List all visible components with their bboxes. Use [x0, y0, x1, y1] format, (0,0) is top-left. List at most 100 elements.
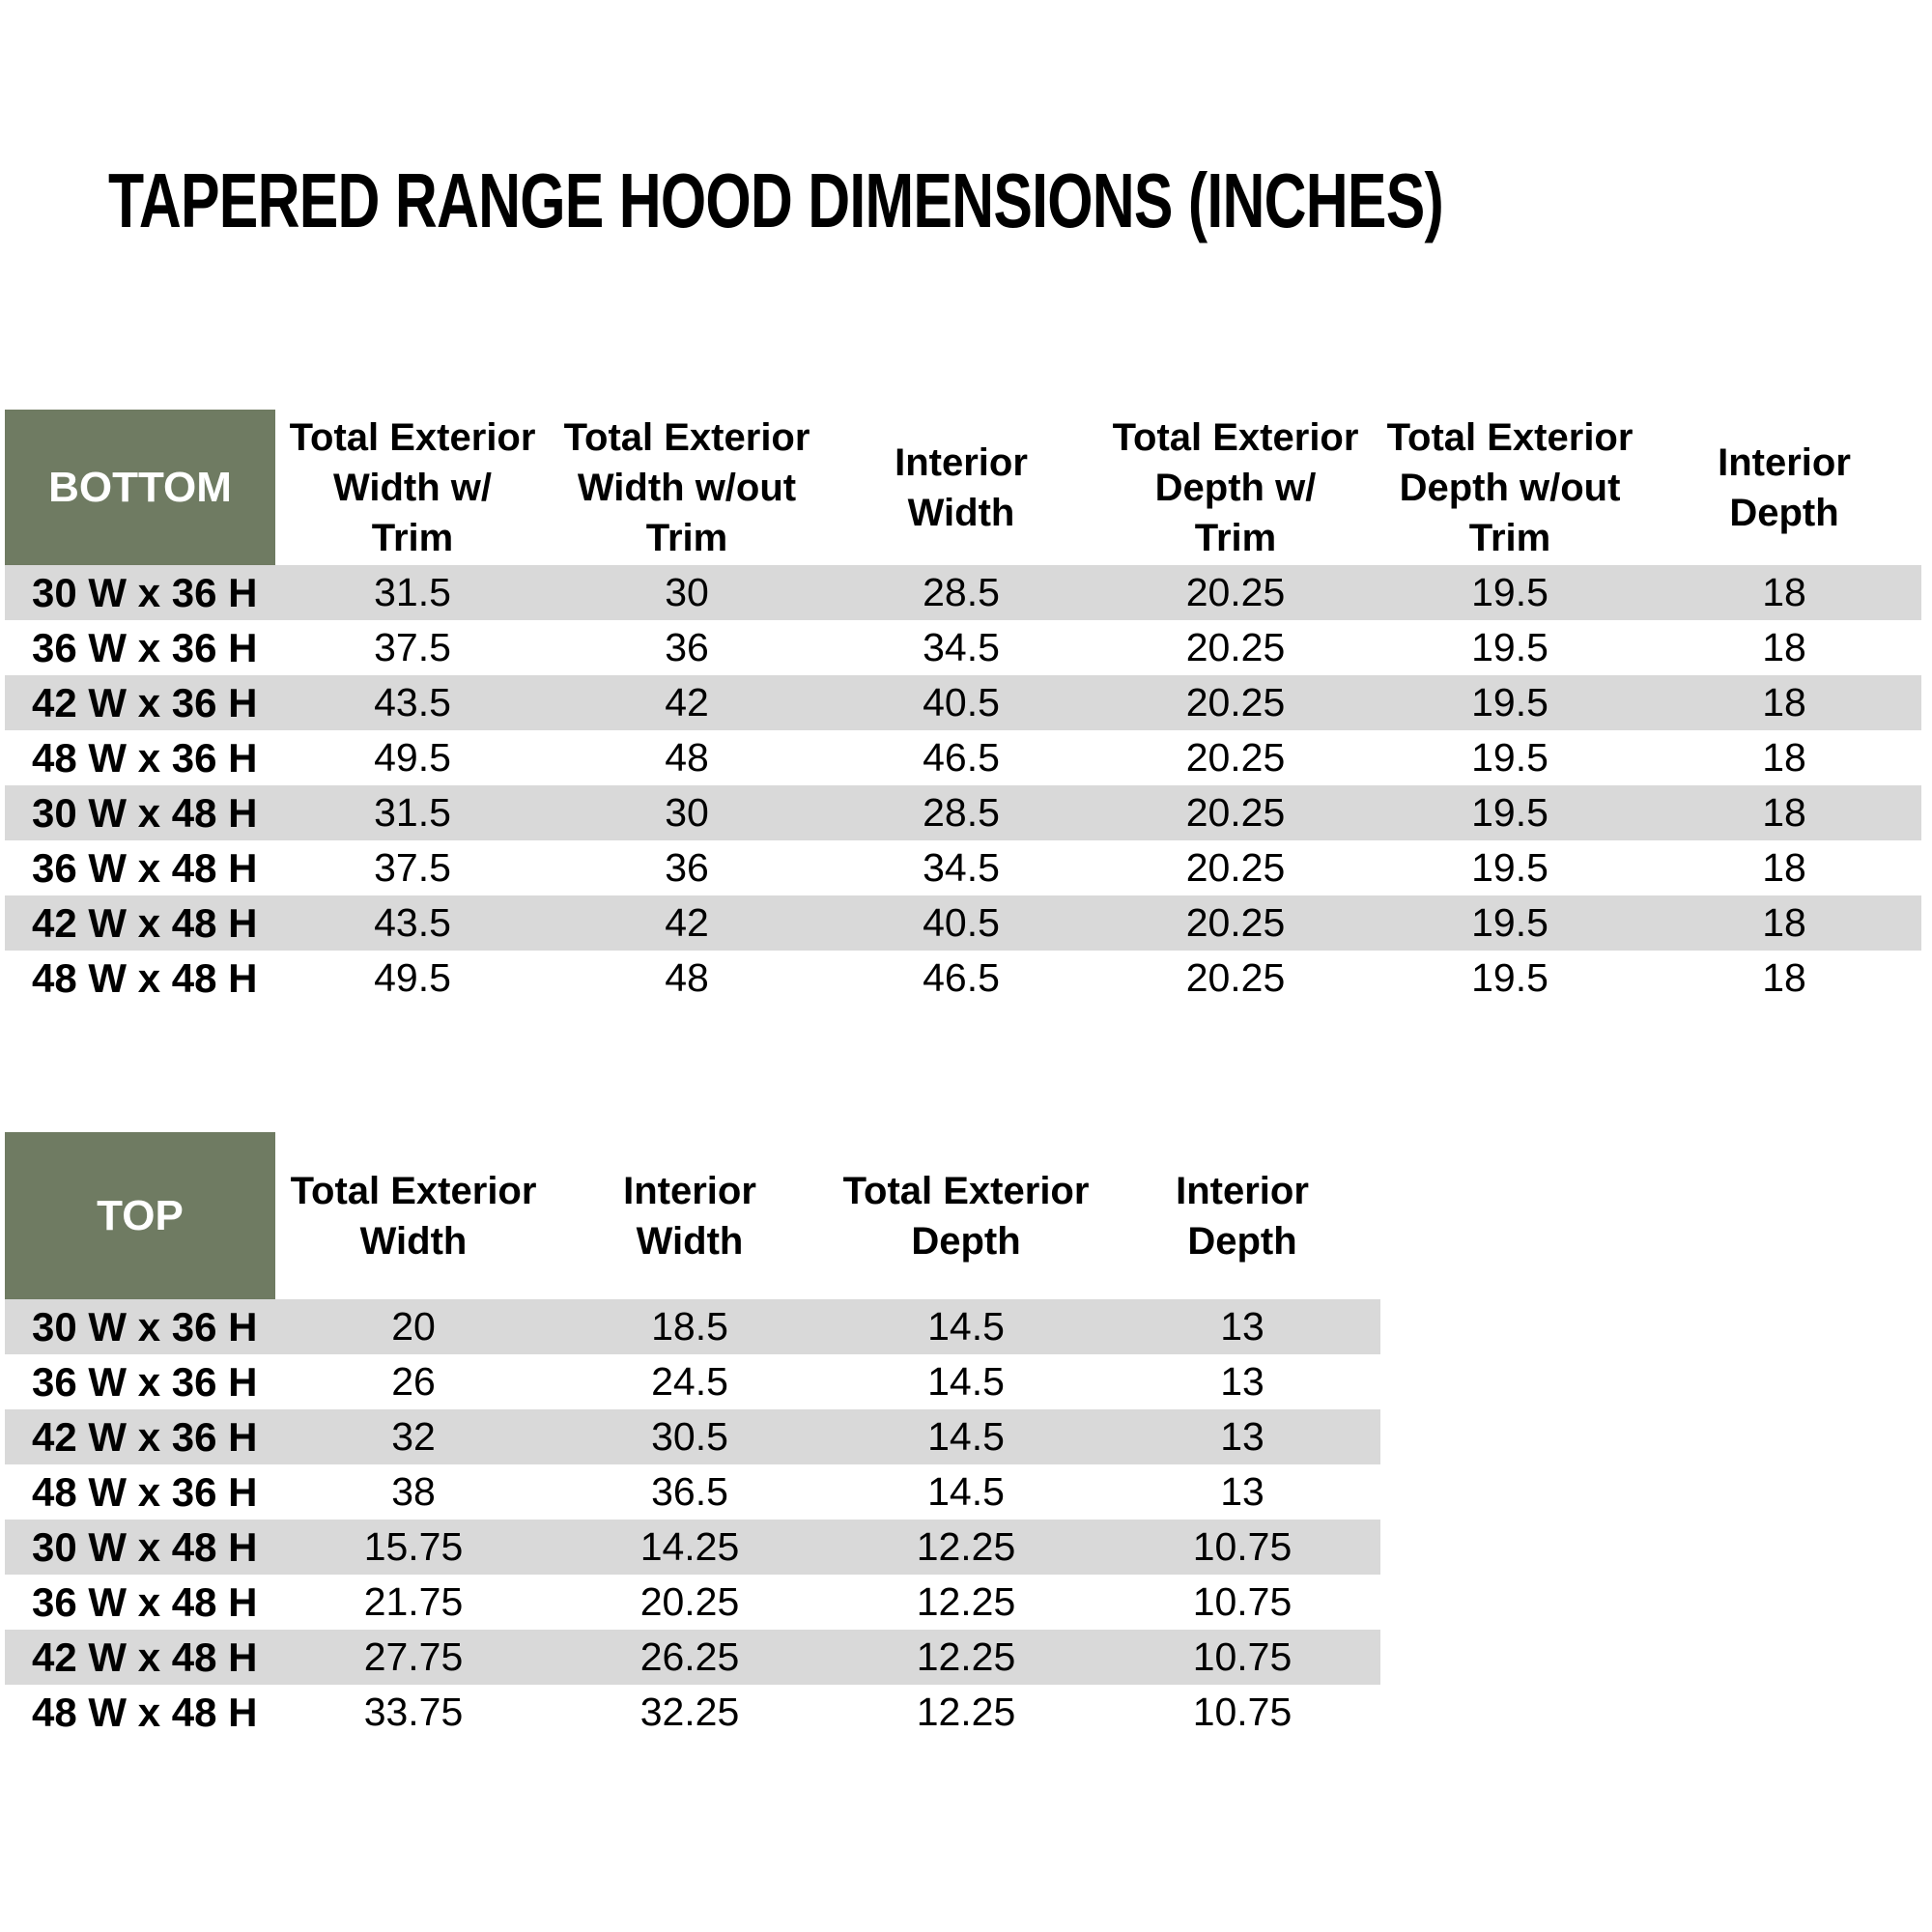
dimension-value: 48: [665, 955, 709, 1000]
dimension-value: 36: [665, 625, 709, 669]
dimension-value: 10.75: [1104, 1630, 1380, 1685]
table-row: 36 W x 48 H 37.5 36 34.5 20.25 19.5 18: [5, 840, 1921, 895]
dimension-value: 37.5: [374, 625, 451, 669]
row-label: 36 W x 36 H: [32, 1358, 258, 1405]
row-label: 42 W x 48 H: [5, 1630, 275, 1685]
row-label: 36 W x 48 H: [32, 844, 258, 891]
dimension-value: 14.5: [828, 1409, 1104, 1464]
page-title: TAPERED RANGE HOOD DIMENSIONS (INCHES): [108, 157, 1444, 243]
table-row: 48 W x 48 H 33.75 32.25 12.25 10.75: [5, 1685, 1380, 1740]
dimension-value: 18: [1647, 675, 1921, 730]
dimension-value: 32: [275, 1409, 552, 1464]
dimension-value: 31.5: [275, 785, 550, 840]
dimension-value: 28.5: [824, 565, 1098, 620]
row-label: 42 W x 36 H: [5, 1409, 275, 1464]
column-header: Interior Width: [824, 410, 1098, 565]
dimension-value: 19.5: [1471, 735, 1548, 780]
table-row: 30 W x 36 H 31.5 30 28.5 20.25 19.5 18: [5, 565, 1921, 620]
dimension-value: 27.75: [275, 1630, 552, 1685]
dimension-value: 43.5: [275, 895, 550, 951]
column-header: Total Exterior Depth w/ Trim: [1098, 410, 1373, 565]
dimension-value: 49.5: [374, 955, 451, 1000]
dimension-value: 19.5: [1373, 785, 1647, 840]
dimension-value: 18: [1762, 625, 1806, 669]
dimension-value: 13: [1104, 1299, 1380, 1354]
dimension-value: 40.5: [824, 895, 1098, 951]
dimension-value: 20.25: [1098, 785, 1373, 840]
dimension-value: 42: [550, 675, 824, 730]
dimension-value: 14.25: [552, 1520, 828, 1575]
dimension-value: 19.5: [1471, 845, 1548, 890]
dimension-value: 46.5: [923, 955, 1000, 1000]
dimension-value: 18: [1762, 955, 1806, 1000]
column-header: Interior Depth: [1104, 1132, 1380, 1299]
dimension-value: 20.25: [1098, 565, 1373, 620]
dimension-value: 12.25: [828, 1630, 1104, 1685]
dimension-value: 13: [1220, 1469, 1264, 1514]
dimension-value: 10.75: [1192, 1690, 1293, 1734]
dimension-value: 14.5: [927, 1469, 1005, 1514]
column-header: Interior Width: [552, 1132, 828, 1299]
dimension-value: 10.75: [1192, 1579, 1293, 1624]
dimension-value: 14.5: [828, 1299, 1104, 1354]
dimension-value: 43.5: [275, 675, 550, 730]
row-label: 30 W x 36 H: [5, 565, 275, 620]
row-label: 30 W x 48 H: [5, 785, 275, 840]
dimension-value: 21.75: [363, 1579, 464, 1624]
dimension-value: 10.75: [1104, 1520, 1380, 1575]
dimension-value: 46.5: [923, 735, 1000, 780]
dimension-value: 24.5: [651, 1359, 728, 1404]
table-row: 30 W x 48 H 15.75 14.25 12.25 10.75: [5, 1520, 1380, 1575]
dimension-value: 18: [1647, 565, 1921, 620]
row-label: 48 W x 48 H: [32, 1689, 258, 1735]
column-header: Total Exterior Width w/ Trim: [275, 410, 550, 565]
dimension-value: 20.25: [1098, 895, 1373, 951]
dimension-value: 12.25: [916, 1690, 1016, 1734]
row-label: 48 W x 48 H: [32, 954, 258, 1001]
dimension-value: 13: [1104, 1409, 1380, 1464]
top-corner-label: TOP: [5, 1132, 275, 1299]
table-row: 30 W x 36 H 20 18.5 14.5 13: [5, 1299, 1380, 1354]
row-label: 30 W x 48 H: [5, 1520, 275, 1575]
table-row: 42 W x 36 H 43.5 42 40.5 20.25 19.5 18: [5, 675, 1921, 730]
dimension-value: 42: [550, 895, 824, 951]
row-label: 42 W x 48 H: [5, 895, 275, 951]
table-row: 42 W x 36 H 32 30.5 14.5 13: [5, 1409, 1380, 1464]
bottom-dimensions-table: BOTTOM Total Exterior Width w/ Trim Tota…: [5, 410, 1921, 1006]
dimension-value: 34.5: [923, 625, 1000, 669]
dimension-value: 12.25: [828, 1520, 1104, 1575]
column-header: Total Exterior Width: [275, 1132, 552, 1299]
row-label: 36 W x 48 H: [32, 1578, 258, 1625]
table-row: 36 W x 48 H 21.75 20.25 12.25 10.75: [5, 1575, 1380, 1630]
dimension-value: 20.25: [1185, 625, 1286, 669]
column-header: Total Exterior Depth: [828, 1132, 1104, 1299]
dimension-value: 19.5: [1373, 895, 1647, 951]
dimension-value: 19.5: [1373, 675, 1647, 730]
table-row: 36 W x 36 H 26 24.5 14.5 13: [5, 1354, 1380, 1409]
table-header-row: TOP Total Exterior Width Interior Width …: [5, 1132, 1380, 1299]
table-header-row: BOTTOM Total Exterior Width w/ Trim Tota…: [5, 410, 1921, 565]
dimension-value: 20.25: [1185, 845, 1286, 890]
table-row: 36 W x 36 H 37.5 36 34.5 20.25 19.5 18: [5, 620, 1921, 675]
dimension-value: 20.25: [639, 1579, 740, 1624]
table-row: 30 W x 48 H 31.5 30 28.5 20.25 19.5 18: [5, 785, 1921, 840]
dimension-value: 36: [665, 845, 709, 890]
dimension-value: 20.25: [1098, 675, 1373, 730]
row-label: 42 W x 36 H: [5, 675, 275, 730]
dimension-value: 20: [275, 1299, 552, 1354]
dimension-value: 38: [391, 1469, 436, 1514]
dimension-value: 30: [550, 785, 824, 840]
dimension-value: 48: [665, 735, 709, 780]
dimension-value: 36.5: [651, 1469, 728, 1514]
dimension-value: 40.5: [824, 675, 1098, 730]
dimension-value: 49.5: [374, 735, 451, 780]
dimension-value: 32.25: [639, 1690, 740, 1734]
dimension-value: 18: [1647, 895, 1921, 951]
dimension-value: 15.75: [275, 1520, 552, 1575]
dimension-value: 19.5: [1471, 625, 1548, 669]
column-header: Total Exterior Width w/out Trim: [550, 410, 824, 565]
dimension-value: 37.5: [374, 845, 451, 890]
dimension-value: 20.25: [1185, 955, 1286, 1000]
dimension-value: 18.5: [552, 1299, 828, 1354]
